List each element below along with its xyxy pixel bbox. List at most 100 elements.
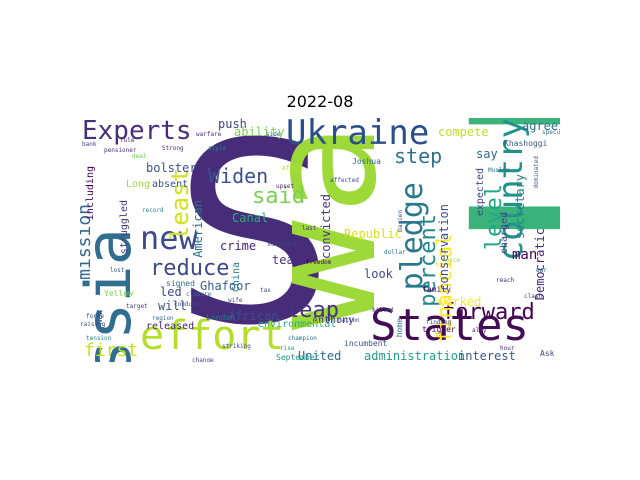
cloud-word: last	[302, 225, 317, 232]
cloud-word: region	[152, 315, 174, 322]
cloud-word: affected	[330, 177, 359, 184]
cloud-word: Long	[126, 179, 151, 190]
cloud-word: Joshua	[352, 157, 381, 166]
cloud-word: crime	[220, 239, 257, 253]
cloud-word: change	[192, 357, 214, 363]
cloud-word: incumbent	[344, 339, 388, 348]
cloud-word: States	[370, 300, 529, 351]
cloud-word: ability	[234, 125, 285, 139]
cloud-word: expected	[475, 168, 486, 217]
cloud-word: nation	[338, 317, 360, 324]
cloud-word: American	[191, 200, 205, 258]
cloud-word: China	[231, 262, 242, 293]
word-cloud: SUwaStatesRussiaeffortUkrainecountrynewE…	[80, 118, 560, 362]
cloud-word: warfare	[196, 131, 222, 138]
cloud-word: look	[364, 267, 393, 281]
cloud-word: will	[158, 299, 187, 313]
cloud-word: champion	[288, 335, 317, 342]
cloud-word: upset	[276, 183, 295, 190]
cloud-word: rule	[120, 137, 135, 144]
cloud-word: war	[536, 267, 547, 274]
cloud-word: home	[395, 318, 404, 338]
cloud-word: killed	[372, 307, 394, 314]
cloud-word: Ask	[540, 349, 555, 358]
cloud-word: S	[174, 118, 333, 362]
cloud-word: pensioner	[104, 147, 137, 154]
cloud-word: team	[272, 253, 301, 267]
cloud-word: closure	[186, 291, 212, 298]
cloud-word: administration	[364, 349, 466, 362]
cloud-word: released	[146, 321, 195, 332]
cloud-word: man	[512, 247, 538, 263]
cloud-word: Afghan	[282, 165, 304, 172]
cloud-word: push	[218, 118, 247, 131]
cloud-word: bolster	[146, 161, 197, 175]
cloud-word: conservation	[437, 204, 451, 291]
cloud-word: hour	[500, 345, 515, 352]
cloud-word: reduce	[150, 256, 230, 281]
cloud-word: Experts	[82, 118, 192, 146]
cloud-word: voice	[442, 257, 461, 264]
cloud-word: Democratic	[533, 228, 547, 301]
cloud-word: rise	[280, 345, 295, 352]
cloud-word: step	[394, 144, 443, 168]
cloud-word: clash	[524, 293, 543, 300]
cloud-word: side	[266, 131, 281, 138]
cloud-word: African	[228, 309, 279, 323]
cloud-word: family	[422, 285, 451, 294]
cloud-word: Muslim	[488, 167, 510, 174]
cloud-word: agreeing	[522, 119, 560, 133]
cloud-word: environmental	[258, 319, 337, 330]
cloud-word: effort	[140, 313, 285, 359]
cloud-word: tension	[86, 335, 112, 342]
cloud-word: ally	[472, 327, 487, 334]
cloud-word: first	[84, 340, 139, 361]
cloud-word: including	[85, 166, 96, 221]
cloud-word: style	[208, 145, 227, 152]
cloud-word: tax	[260, 287, 271, 294]
figure-title: 2022-08	[286, 92, 354, 111]
cloud-word: London	[206, 313, 235, 322]
cloud-word: worked	[438, 295, 482, 309]
cloud-word: deal	[132, 153, 147, 160]
cloud-word: bank	[82, 141, 97, 148]
cloud-word: secretary	[513, 174, 527, 240]
cloud-word: reach	[496, 277, 515, 284]
cloud-word: Strong	[162, 145, 184, 152]
cloud-word: say	[476, 147, 498, 161]
cloud-word: compete	[438, 125, 489, 139]
cloud-word: Canal	[232, 211, 269, 225]
cloud-word: freedom	[306, 259, 332, 266]
cloud-word: struggled	[119, 200, 130, 255]
cloud-word: striking	[222, 343, 251, 350]
cloud-word: one	[312, 319, 323, 326]
cloud-word: signed	[166, 279, 195, 288]
cloud-word: Ukraine	[286, 118, 430, 153]
cloud-word: finding	[426, 319, 452, 326]
cloud-word: new	[140, 219, 198, 257]
cloud-word: Anthony	[312, 315, 355, 326]
cloud-word: Khashoggi	[504, 139, 548, 148]
cloud-word: force	[86, 313, 105, 320]
cloud-word: forward	[442, 300, 535, 325]
cloud-word: military	[268, 241, 297, 248]
cloud-word: dominated	[533, 156, 540, 189]
cloud-word: trigger	[422, 325, 456, 334]
cloud-word: conduct	[174, 301, 200, 308]
cloud-word: speculation	[542, 129, 560, 136]
cloud-word: raising	[80, 321, 106, 328]
cloud-word: Republic	[344, 227, 402, 241]
cloud-word: Ghafoor	[200, 279, 251, 293]
cloud-word: United	[298, 349, 342, 362]
cloud-word: Widen	[208, 164, 269, 188]
cloud-word: lost	[110, 267, 125, 274]
cloud-word: September	[276, 353, 320, 362]
cloud-word: Darien	[397, 210, 404, 232]
cloud-word: record	[142, 207, 164, 214]
cloud-word: dollar	[384, 249, 406, 256]
cloud-word: said	[252, 184, 305, 209]
cloud-word: convicted	[319, 194, 333, 260]
cloud-word: absent	[152, 179, 189, 190]
cloud-word: led	[160, 285, 182, 299]
cloud-word: charged	[499, 212, 510, 255]
